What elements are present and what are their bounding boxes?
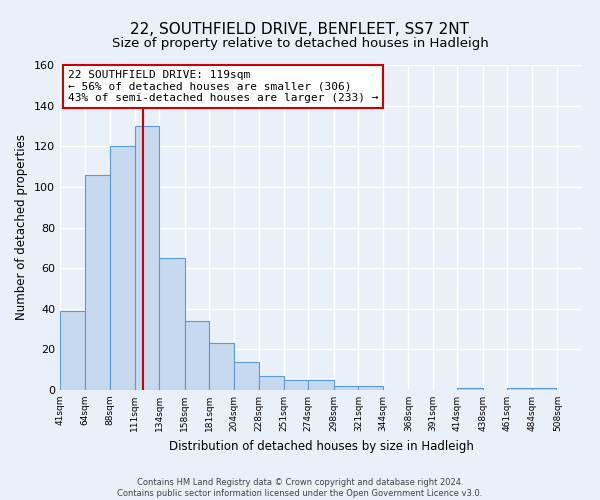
Bar <box>60 311 85 390</box>
Bar <box>209 344 233 390</box>
Bar <box>457 388 483 390</box>
Bar <box>334 386 358 390</box>
Bar <box>134 126 159 390</box>
Bar <box>508 388 532 390</box>
X-axis label: Distribution of detached houses by size in Hadleigh: Distribution of detached houses by size … <box>169 440 473 452</box>
Text: Size of property relative to detached houses in Hadleigh: Size of property relative to detached ho… <box>112 38 488 51</box>
Bar <box>110 146 134 390</box>
Bar <box>185 321 209 390</box>
Bar <box>308 380 334 390</box>
Bar <box>259 376 284 390</box>
Bar <box>284 380 308 390</box>
Bar <box>358 386 383 390</box>
Bar <box>159 258 185 390</box>
Text: 22 SOUTHFIELD DRIVE: 119sqm
← 56% of detached houses are smaller (306)
43% of se: 22 SOUTHFIELD DRIVE: 119sqm ← 56% of det… <box>68 70 379 103</box>
Y-axis label: Number of detached properties: Number of detached properties <box>16 134 28 320</box>
Bar <box>85 174 110 390</box>
Bar <box>233 362 259 390</box>
Text: Contains HM Land Registry data © Crown copyright and database right 2024.
Contai: Contains HM Land Registry data © Crown c… <box>118 478 482 498</box>
Bar <box>532 388 556 390</box>
Text: 22, SOUTHFIELD DRIVE, BENFLEET, SS7 2NT: 22, SOUTHFIELD DRIVE, BENFLEET, SS7 2NT <box>131 22 470 38</box>
